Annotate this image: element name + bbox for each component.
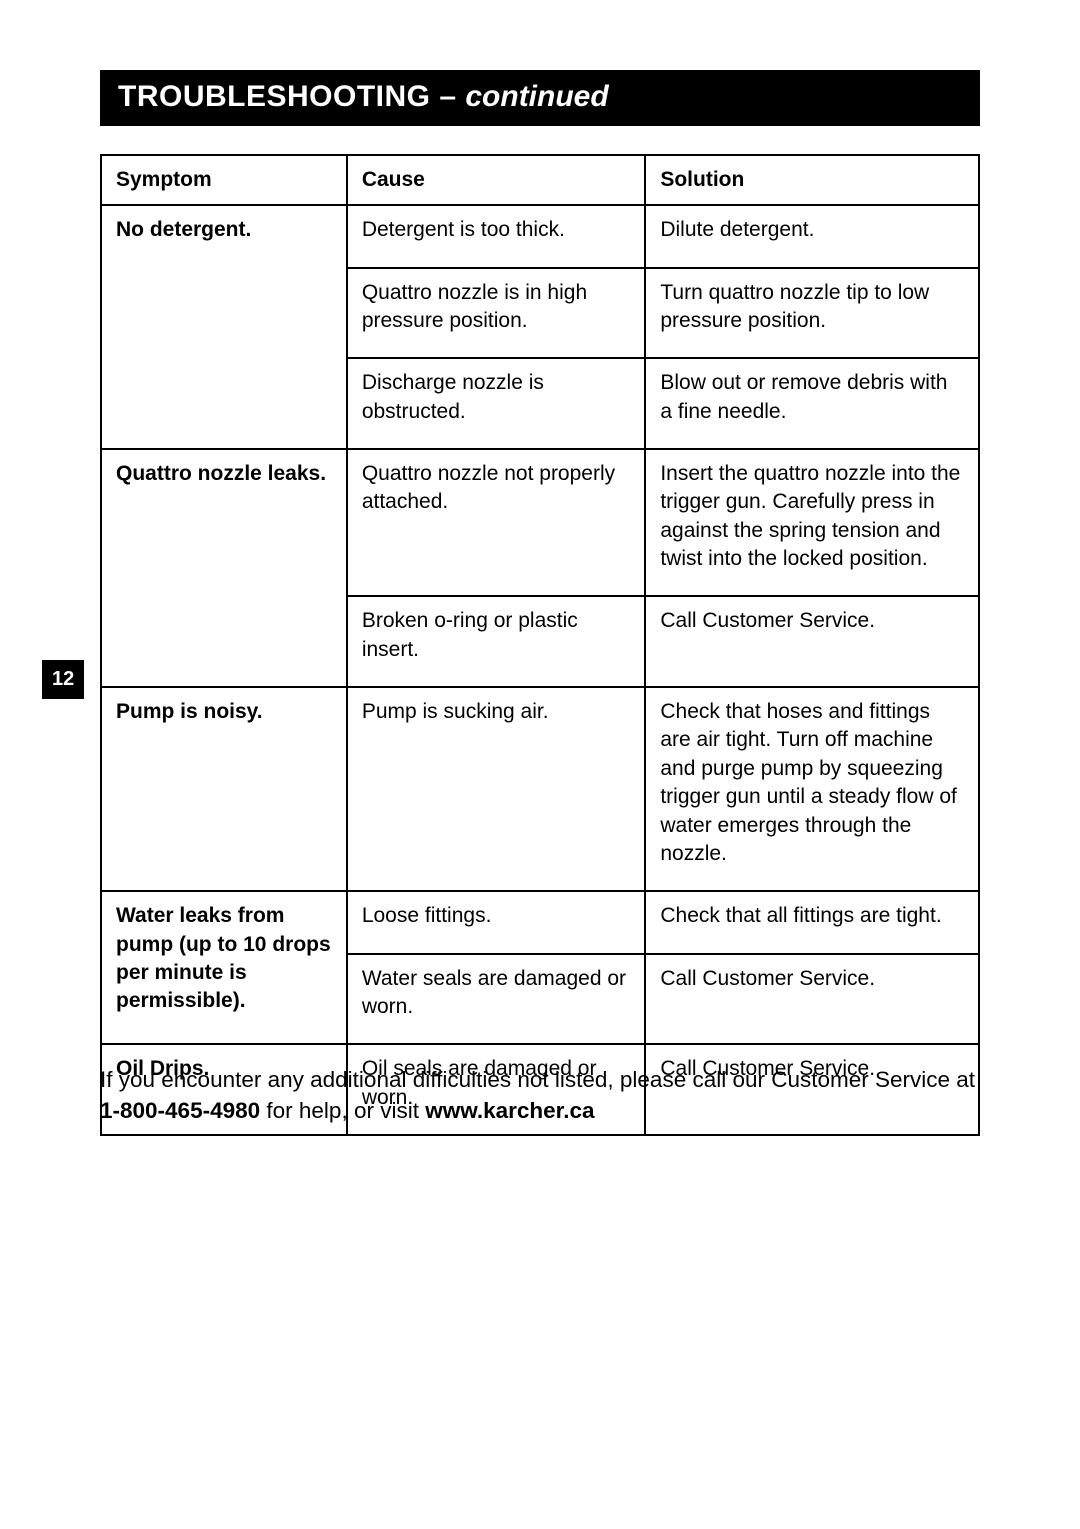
troubleshooting-table: Symptom Cause Solution No detergent.Dete… bbox=[100, 154, 980, 1136]
footer-url: www.karcher.ca bbox=[425, 1098, 594, 1123]
cell-solution: Check that hoses and fittings are air ti… bbox=[645, 687, 979, 891]
cell-cause: Quattro nozzle not properly attached. bbox=[347, 449, 646, 596]
cell-cause: Broken o-ring or plastic insert. bbox=[347, 596, 646, 687]
cell-cause: Pump is sucking air. bbox=[347, 687, 646, 891]
cell-symptom: Water leaks from pump (up to 10 drops pe… bbox=[101, 891, 347, 1044]
table-row: Quattro nozzle leaks.Quattro nozzle not … bbox=[101, 449, 979, 596]
cell-solution: Call Customer Service. bbox=[645, 954, 979, 1045]
cell-cause: Water seals are damaged or worn. bbox=[347, 954, 646, 1045]
cell-symptom: Pump is noisy. bbox=[101, 687, 347, 891]
page-number-tab: 12 bbox=[42, 660, 84, 699]
cell-cause: Detergent is too thick. bbox=[347, 205, 646, 267]
table-row: No detergent.Detergent is too thick.Dilu… bbox=[101, 205, 979, 267]
header-solution: Solution bbox=[645, 155, 979, 205]
cell-symptom: No detergent. bbox=[101, 205, 347, 449]
section-title-bar: TROUBLESHOOTING – continued bbox=[100, 70, 980, 126]
cell-solution: Call Customer Service. bbox=[645, 596, 979, 687]
table-row: Pump is noisy.Pump is sucking air.Check … bbox=[101, 687, 979, 891]
cell-symptom: Quattro nozzle leaks. bbox=[101, 449, 347, 687]
cell-cause: Quattro nozzle is in high pressure posit… bbox=[347, 268, 646, 359]
header-cause: Cause bbox=[347, 155, 646, 205]
section-title-main: TROUBLESHOOTING – bbox=[118, 80, 465, 113]
cell-solution: Insert the quattro nozzle into the trigg… bbox=[645, 449, 979, 596]
cell-cause: Loose fittings. bbox=[347, 891, 646, 953]
cell-solution: Dilute detergent. bbox=[645, 205, 979, 267]
footer-note: If you encounter any additional difficul… bbox=[100, 1065, 980, 1126]
table-row: Water leaks from pump (up to 10 drops pe… bbox=[101, 891, 979, 953]
footer-phone: 1-800-465-4980 bbox=[100, 1098, 260, 1123]
header-symptom: Symptom bbox=[101, 155, 347, 205]
cell-cause: Discharge nozzle is obstructed. bbox=[347, 358, 646, 449]
table-body: No detergent.Detergent is too thick.Dilu… bbox=[101, 205, 979, 1135]
table-header-row: Symptom Cause Solution bbox=[101, 155, 979, 205]
footer-text-before: If you encounter any additional difficul… bbox=[100, 1067, 975, 1092]
section-title-continued: continued bbox=[465, 80, 608, 113]
cell-solution: Turn quattro nozzle tip to low pressure … bbox=[645, 268, 979, 359]
footer-text-mid: for help, or visit bbox=[260, 1098, 425, 1123]
cell-solution: Check that all fittings are tight. bbox=[645, 891, 979, 953]
cell-solution: Blow out or remove debris with a fine ne… bbox=[645, 358, 979, 449]
